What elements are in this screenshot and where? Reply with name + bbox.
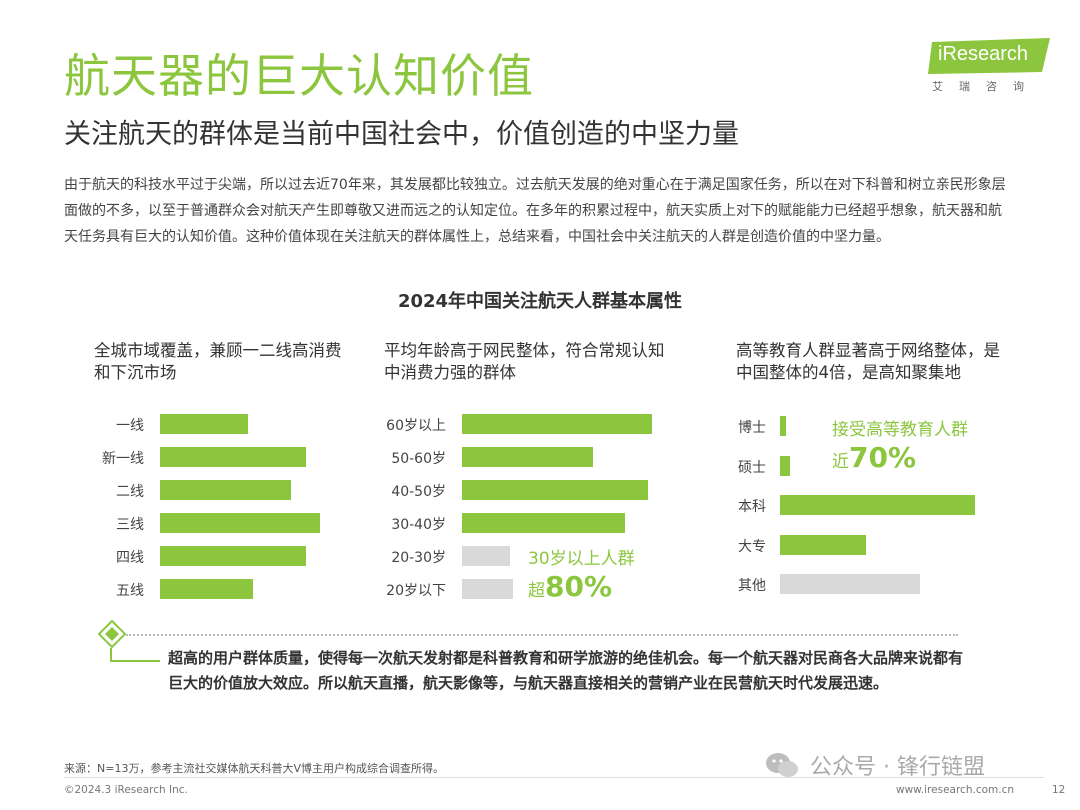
page-title: 航天器的巨大认知价值 xyxy=(64,49,534,103)
age-bar-label: 20-30岁 xyxy=(391,550,446,566)
age-bar xyxy=(462,447,593,467)
city-bar xyxy=(160,447,306,467)
city-bar xyxy=(160,513,320,533)
education-callout-value: 70% xyxy=(849,441,917,474)
iresearch-logo: iResearch 艾瑞咨询 xyxy=(928,38,1058,98)
education-callout: 接受高等教育人群 近70% xyxy=(832,416,968,476)
watermark-text: 公众号 · 锋行链盟 xyxy=(810,755,985,780)
age-bar xyxy=(462,414,652,434)
age-callout-prefix: 超 xyxy=(528,581,545,601)
city-bar-label: 五线 xyxy=(116,583,144,599)
education-chart-title: 高等教育人群显著高于网络整体，是中国整体的4倍，是高知聚集地 xyxy=(736,341,1000,382)
age-callout-line: 30岁以上人群 xyxy=(528,549,635,569)
city-bar xyxy=(160,546,306,566)
conclusion-text: 超高的用户群体质量，使得每一次航天发射都是科普教育和研学旅游的绝佳机会。每一个航… xyxy=(168,649,964,692)
city-bar xyxy=(160,579,253,599)
education-bar-label: 本科 xyxy=(738,499,766,515)
city-bar xyxy=(160,480,291,500)
age-bar-label: 30-40岁 xyxy=(391,517,446,533)
section-divider xyxy=(126,634,958,636)
chart-title: 2024年中国关注航天人群基本属性 xyxy=(397,291,683,312)
logo-subtext: 艾瑞咨询 xyxy=(932,80,1040,93)
age-bar xyxy=(462,579,513,599)
logo-banner-icon xyxy=(928,38,1050,74)
page-number: 12 xyxy=(1052,784,1066,796)
age-bar-label: 50-60岁 xyxy=(391,451,446,467)
age-chart-title: 平均年龄高于网民整体，符合常规认知中消费力强的群体 xyxy=(384,341,665,382)
city-bar-label: 四线 xyxy=(116,550,144,566)
education-bar-label: 博士 xyxy=(738,420,766,436)
website-link[interactable]: www.iresearch.com.cn xyxy=(896,784,1015,796)
education-bar-label: 其他 xyxy=(738,578,766,594)
age-bar-label: 40-50岁 xyxy=(391,484,446,500)
wechat-icon xyxy=(766,753,798,777)
age-callout: 30岁以上人群 超80% xyxy=(528,545,635,605)
city-bar-label: 二线 xyxy=(116,484,144,500)
intro-paragraph: 由于航天的科技水平过于尖端，所以过去近70年来，其发展都比较独立。过去航天发展的… xyxy=(64,177,1006,245)
age-bar xyxy=(462,513,625,533)
city-bar-label: 三线 xyxy=(116,517,144,533)
education-bar-label: 大专 xyxy=(738,538,766,555)
education-bar xyxy=(780,416,786,436)
education-bar xyxy=(780,534,866,555)
page-subtitle: 关注航天的群体是当前中国社会中，价值创造的中坚力量 xyxy=(64,119,739,150)
source-note: 来源：N=13万，参考主流社交媒体航天科普大V博主用户构成综合调查所得。 xyxy=(64,762,444,775)
conclusion-bracket xyxy=(110,648,160,662)
education-callout-line: 接受高等教育人群 xyxy=(832,420,968,440)
education-bar xyxy=(780,574,920,594)
footer-divider xyxy=(64,777,1044,778)
city-chart-title: 全城市域覆盖，兼顾一二线高消费和下沉市场 xyxy=(94,341,342,382)
age-bar-label: 60岁以上 xyxy=(386,418,446,434)
city-bar-label: 新一线 xyxy=(102,451,144,467)
diamond-icon xyxy=(97,619,127,649)
education-bar-label: 硕士 xyxy=(738,459,766,476)
copyright: ©2024.3 iResearch Inc. xyxy=(64,784,188,796)
city-bar-label: 一线 xyxy=(116,418,144,434)
age-bar xyxy=(462,546,510,566)
logo-brand: iResearch xyxy=(938,43,1029,65)
age-bar xyxy=(462,480,648,500)
watermark: 公众号 · 锋行链盟 xyxy=(764,749,985,781)
age-callout-value: 80% xyxy=(545,570,613,603)
education-bar xyxy=(780,495,975,515)
education-bar xyxy=(780,455,790,476)
age-bar-label: 20岁以下 xyxy=(386,583,446,599)
education-callout-prefix: 近 xyxy=(832,452,849,472)
city-bar xyxy=(160,414,248,434)
